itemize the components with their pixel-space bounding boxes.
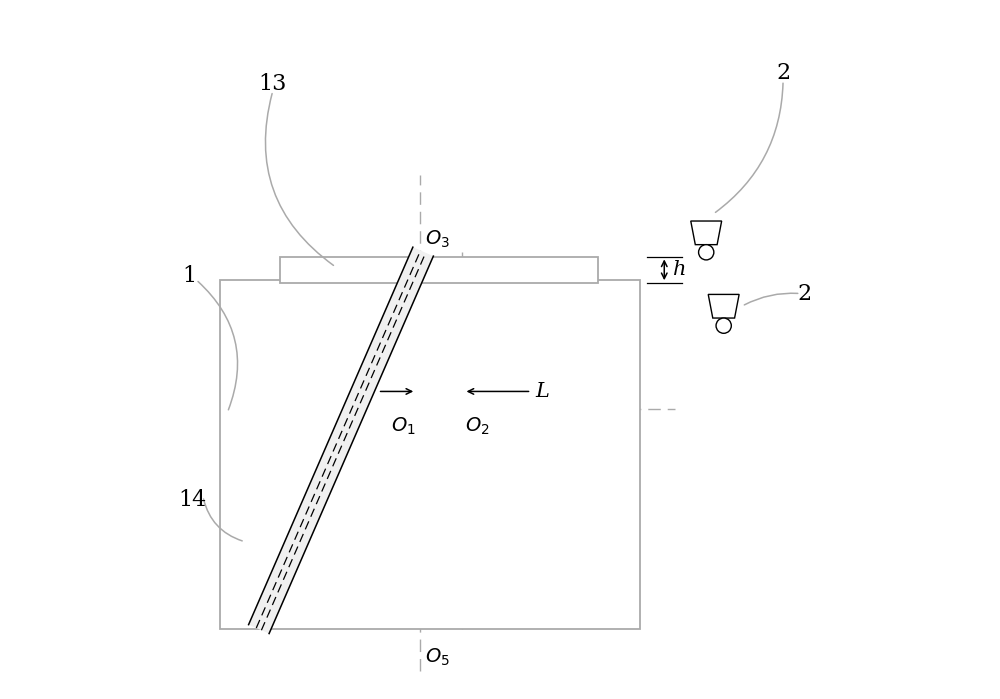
Text: 2: 2 <box>797 282 811 305</box>
Bar <box>220 280 640 629</box>
Text: h: h <box>673 260 686 280</box>
Text: 1: 1 <box>182 265 196 287</box>
Text: 13: 13 <box>259 73 287 95</box>
Text: 14: 14 <box>178 489 207 511</box>
Text: $O_5$: $O_5$ <box>425 647 450 668</box>
Polygon shape <box>691 221 722 245</box>
Text: 2: 2 <box>776 62 790 85</box>
Polygon shape <box>249 247 433 633</box>
Text: L: L <box>535 382 549 401</box>
Polygon shape <box>708 294 739 318</box>
Text: $O_2$: $O_2$ <box>465 416 490 437</box>
Circle shape <box>716 318 731 333</box>
Text: $O_3$: $O_3$ <box>425 229 450 250</box>
Text: $O_1$: $O_1$ <box>391 416 416 437</box>
Circle shape <box>699 245 714 260</box>
Bar <box>280 257 598 283</box>
